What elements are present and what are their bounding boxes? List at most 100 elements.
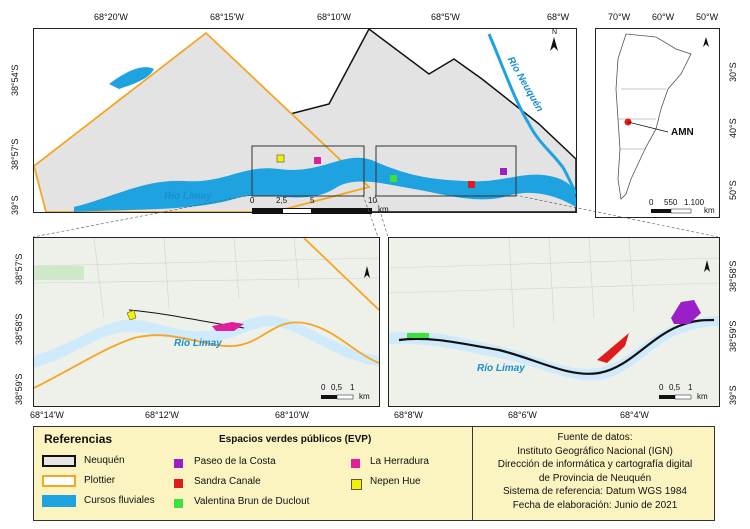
inset-scale-1100: 1.100 <box>684 198 705 207</box>
right-scale-0: 0 <box>659 383 664 392</box>
evp-valentina <box>407 333 429 338</box>
lon-label: 68°W <box>547 12 570 22</box>
right-lon-label: 68°6'W <box>508 410 537 420</box>
legend-swatch-neuquen <box>42 455 76 467</box>
right-north-arrow-icon <box>704 260 710 272</box>
main-scale-unit: km <box>378 205 389 214</box>
evp-la-herradura <box>212 322 244 331</box>
main-scale-bar <box>252 208 372 214</box>
legend-evp-swatch-herradura <box>351 459 360 468</box>
plottier-boundary <box>34 31 371 212</box>
evp-title: Espacios verdes públicos (EVP) <box>219 434 372 445</box>
inset-map-drawing <box>615 33 709 214</box>
legend-label-plottier: Plottier <box>84 475 116 486</box>
sources-block: Fuente de datos: Instituto Geográfico Na… <box>478 431 712 512</box>
left-lat-label: 38°57'S <box>14 253 24 285</box>
plottier-border-detail <box>34 321 379 389</box>
marker-paseo <box>500 168 507 175</box>
legend-swatch-cursos <box>42 495 76 507</box>
right-scale-unit: km <box>697 392 708 401</box>
left-lat-label: 38°58'S <box>14 313 24 345</box>
source-line: Sistema de referencia: Datum WGS 1984 <box>503 486 687 497</box>
right-lat-label: 38°59'S <box>728 320 738 352</box>
inset-lon-label: 70°W <box>608 12 631 22</box>
left-lat-label: 38°59'S <box>14 373 24 405</box>
inset-scale-unit: km <box>704 206 715 215</box>
legend-evp-swatch-sandra <box>174 479 183 488</box>
legend-evp-label-sandra: Sandra Canale <box>194 476 261 487</box>
source-line: Dirección de informática y cartografía d… <box>497 459 693 470</box>
main-map-drawing <box>34 29 576 212</box>
evp-paseo-de-la-costa <box>671 300 701 324</box>
left-scale-1: 1 <box>350 383 355 392</box>
river-label-limay: Río Limay <box>164 191 212 202</box>
plottier-border-diagonal <box>303 238 379 311</box>
inset-lon-label: 60°W <box>652 12 675 22</box>
north-arrow-icon <box>550 37 558 51</box>
legend-evp-swatch-paseo <box>174 459 183 468</box>
marker-nepen-hue <box>276 154 285 163</box>
inset-map: AMN 0 550 1.100 km <box>595 28 720 218</box>
main-scale-5: 5 <box>310 196 315 205</box>
main-map: Río Limay Río Neuquén N <box>33 28 577 213</box>
inset-scale-0: 0 <box>649 198 654 207</box>
amn-point <box>624 118 632 126</box>
left-river-label: Río Limay <box>174 338 222 349</box>
right-lon-label: 68°4'W <box>620 410 649 420</box>
neuquen-river <box>487 33 576 195</box>
evp-nepen-hue <box>126 309 137 321</box>
detail-map-right: Río Limay 0 0,5 1 km <box>388 237 720 407</box>
legend-label-cursos: Cursos fluviales <box>84 495 155 506</box>
limay-river <box>74 157 576 212</box>
evp-sandra-canale <box>597 333 629 363</box>
left-north-arrow-icon <box>364 266 370 278</box>
inset-north-arrow-icon <box>703 37 709 47</box>
left-lon-label: 68°14'W <box>30 410 64 420</box>
inset-lon-label: 50°W <box>696 12 719 22</box>
legend-swatch-plottier <box>42 475 76 487</box>
source-line: de Provincia de Neuquén <box>538 472 652 484</box>
main-scale-10: 10 <box>368 196 377 205</box>
lon-label: 68°15'W <box>210 12 244 22</box>
lake <box>109 67 154 89</box>
neuquen-border-right <box>398 318 715 375</box>
right-lat-label: 39°S <box>728 385 738 405</box>
main-scale-2-5: 2,5 <box>276 196 288 205</box>
inset-scale-550: 550 <box>664 198 678 207</box>
legend-panel: Referencias Espacios verdes públicos (EV… <box>33 426 715 521</box>
right-lat-label: 38°58'S <box>728 260 738 292</box>
detail-right-drawing <box>389 238 719 406</box>
legend-label-neuquen: Neuquén <box>84 455 125 466</box>
marker-la-herradura <box>314 157 321 164</box>
lon-label: 68°10'W <box>317 12 351 22</box>
source-line: Instituto Geográfico Nacional (IGN) <box>517 445 673 457</box>
lon-label: 68°5'W <box>431 12 460 22</box>
source-line: Fuente de datos: <box>557 432 633 443</box>
inset-amn-label: AMN <box>671 127 694 138</box>
marker-valentina <box>390 175 397 182</box>
legend-evp-swatch-valentina <box>174 499 183 508</box>
left-scale-0: 0 <box>321 383 326 392</box>
detail-left-drawing <box>34 238 379 406</box>
legend-title: Referencias <box>44 432 113 446</box>
detail-box-right <box>375 145 517 197</box>
detail-box-left <box>251 145 365 197</box>
limay-river-detail <box>34 315 379 368</box>
marker-sandra <box>468 181 475 188</box>
legend-evp-label-valentina: Valentina Brun de Duclout <box>194 496 310 507</box>
main-scale-0: 0 <box>250 196 255 205</box>
right-scale-1: 1 <box>688 383 693 392</box>
left-lon-label: 68°12'W <box>145 410 179 420</box>
right-lon-label: 68°8'W <box>394 410 423 420</box>
legend-evp-swatch-nepen <box>351 479 362 490</box>
left-lon-label: 68°10'W <box>275 410 309 420</box>
lon-label: 68°20'W <box>94 12 128 22</box>
source-line: Fecha de elaboración: Junio de 2021 <box>512 499 678 511</box>
north-letter: N <box>552 29 558 36</box>
legend-evp-label-nepen: Nepen Hue <box>370 476 421 487</box>
legend-evp-label-paseo: Paseo de la Costa <box>194 456 276 467</box>
detail-map-left: Río Limay 0 0,5 1 km <box>33 237 380 407</box>
right-scale-05: 0,5 <box>669 383 681 392</box>
right-river-label: Río Limay <box>477 363 525 374</box>
